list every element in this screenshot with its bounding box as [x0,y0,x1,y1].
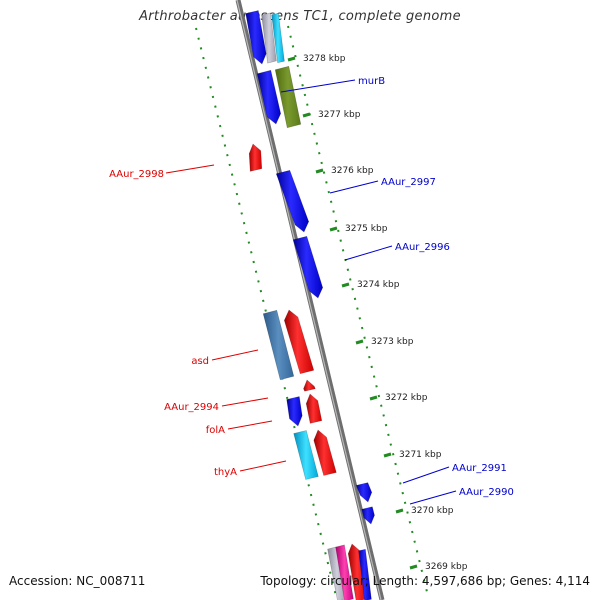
tick-label: 3278 kbp [303,54,346,64]
gene-label[interactable]: folA [206,425,225,436]
gene-arrow[interactable] [313,429,337,476]
gene-arrow[interactable] [274,65,302,129]
gene-label[interactable]: murB [358,76,385,87]
gene-arrow[interactable] [335,544,354,600]
label-leader-line [239,460,287,472]
tick-label: 3270 kbp [411,506,454,516]
tick-label: 3276 kbp [331,166,374,176]
gene-arrow[interactable] [245,10,267,65]
label-leader-line [211,349,259,361]
label-leader-line [344,245,393,261]
genome-backbone [235,0,385,600]
gene-arrow[interactable] [355,482,373,503]
gene-features [245,10,375,600]
gene-arrow[interactable] [261,12,277,64]
genome-backbone-highlight [236,0,382,600]
gene-arrow[interactable] [292,235,324,299]
gene-arrow[interactable] [275,169,310,233]
gene-arrow[interactable] [256,69,282,125]
gene-arrow[interactable] [361,506,375,525]
gene-labels: murB AAur_2997 AAur_2996 AAur_2991 AAur_2990… [109,76,514,505]
tick-label: 3269 kbp [425,562,468,572]
tick-mark [315,168,324,174]
tick-marks: 3278 kbp 3277 kbp 3276 kbp 3275 kbp 3274 kbp… [287,54,468,572]
gene-label[interactable]: AAur_2996 [395,242,450,253]
gene-label[interactable]: AAur_2991 [452,463,507,474]
label-leader-line [409,490,457,505]
gene-arrow[interactable] [303,379,316,392]
gene-arrow[interactable] [262,309,295,381]
tick-label: 3277 kbp [318,110,361,120]
tick-mark [369,395,378,401]
label-leader-line [165,164,215,174]
tick-label: 3274 kbp [357,280,400,290]
gene-label[interactable]: thyA [214,467,237,478]
map-title: Arthrobacter aurescens TC1, complete gen… [139,9,461,24]
tick-mark [395,508,404,514]
tick-mark [287,56,296,62]
tick-label: 3273 kbp [371,337,414,347]
label-leader-line [280,79,356,93]
gene-arrow[interactable] [283,309,315,375]
gene-label[interactable]: AAur_2997 [381,177,436,188]
gene-label[interactable]: AAur_2990 [459,487,514,498]
label-leader-line [329,180,379,194]
gene-arrow[interactable] [248,143,263,172]
gene-arrow[interactable] [286,396,303,427]
gene-arrow[interactable] [271,12,285,64]
gene-arrow[interactable] [358,548,372,600]
gene-arrow[interactable] [293,430,319,480]
label-leader-line [221,397,269,407]
tick-mark [341,282,350,288]
tick-mark [383,452,392,458]
tick-mark [409,564,418,570]
tick-mark [355,339,364,345]
tick-label: 3271 kbp [399,450,442,460]
gene-label[interactable]: AAur_2998 [109,169,164,180]
tick-mark [302,112,311,118]
topology-text: Topology: circular; Length: 4,597,686 bp… [260,574,590,588]
tick-label: 3275 kbp [345,224,388,234]
label-leader-line [402,466,450,484]
tick-mark [329,226,338,232]
accession-text: Accession: NC_008711 [9,574,146,588]
gene-label[interactable]: asd [191,356,209,367]
gene-arrow[interactable] [305,393,323,424]
label-leader-line [227,420,273,430]
tick-label: 3272 kbp [385,393,428,403]
gene-label[interactable]: AAur_2994 [164,402,219,413]
